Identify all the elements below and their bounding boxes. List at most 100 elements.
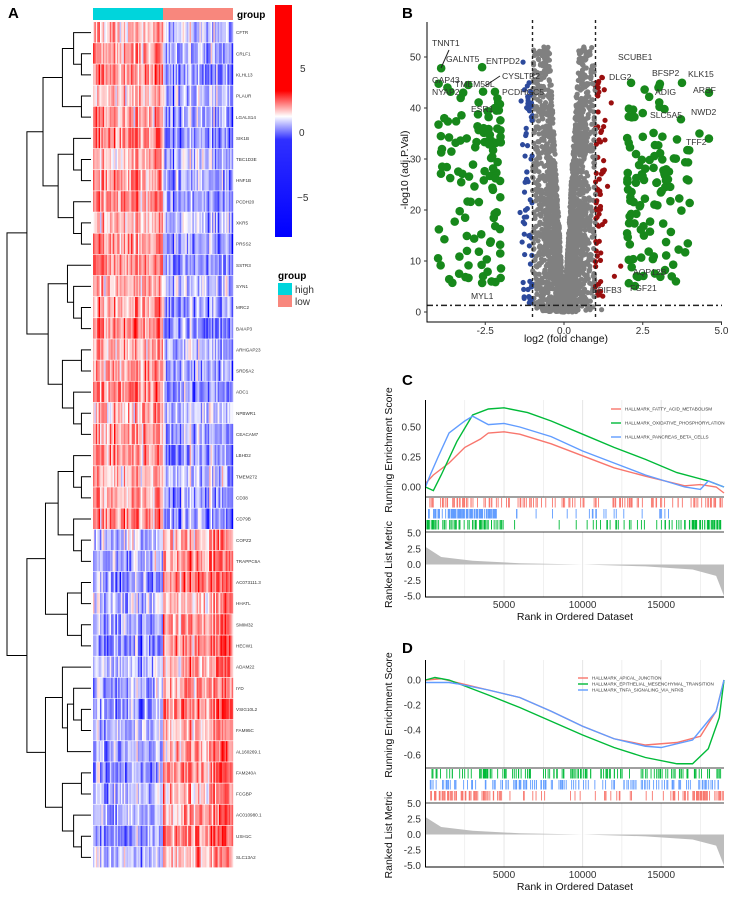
heatmap-cell [104, 466, 106, 487]
heatmap-cell [100, 593, 102, 614]
heatmap-cell [139, 296, 141, 318]
heatmap-cell [165, 677, 168, 699]
heatmap-cell [137, 360, 140, 381]
heatmap-cell [108, 191, 110, 212]
heatmap-cell [189, 148, 192, 170]
heatmap-cell [122, 339, 124, 360]
heatmap-cell [227, 804, 229, 826]
heatmap-cell [200, 783, 203, 804]
heatmap-cell [132, 635, 134, 656]
heatmap-cell [130, 275, 133, 297]
heatmap-cell [213, 22, 215, 43]
heatmap-cell [163, 698, 165, 720]
heatmap-cell [136, 191, 138, 212]
heatmap-cell [146, 233, 148, 255]
heatmap-cell [136, 318, 138, 339]
heatmap-cell [153, 402, 155, 424]
heatmap-cell [160, 466, 162, 487]
heatmap-cell [214, 43, 217, 64]
heatmap-cell [174, 254, 176, 276]
heatmap-cell [185, 698, 187, 720]
heatmap-cell [129, 212, 131, 233]
heatmap-cell [207, 635, 210, 656]
heatmap-cell [133, 254, 136, 276]
heatmap-cell [164, 381, 166, 403]
heatmap-cell [185, 402, 187, 424]
heatmap-cell [168, 571, 171, 593]
heatmap-cell [143, 423, 145, 445]
heatmap-cell [137, 106, 140, 128]
heatmap-cell [186, 170, 189, 191]
heatmap-cell [112, 318, 115, 339]
heatmap-cell [195, 233, 197, 255]
heatmap-cell [136, 571, 138, 593]
heatmap-cell [128, 381, 130, 403]
heatmap-cell [121, 339, 123, 360]
heatmap-cell [203, 677, 206, 699]
heatmap-cell [129, 148, 131, 170]
heatmap-cell [193, 360, 196, 381]
heatmap-cell [206, 762, 208, 783]
heatmap-cell [217, 402, 220, 424]
heatmap-cell [97, 698, 99, 720]
heatmap-cell [98, 593, 101, 614]
heatmap-cell [135, 212, 137, 233]
heatmap-cell [213, 783, 215, 804]
heatmap-cell [157, 466, 159, 487]
heatmap-cell [188, 296, 190, 318]
heatmap-cell [147, 719, 150, 741]
heatmap-cell [123, 571, 126, 593]
heatmap-cell [214, 170, 217, 191]
heatmap-cell [95, 783, 98, 804]
heatmap-cell [203, 445, 206, 466]
heatmap-cell [200, 254, 203, 276]
heatmap-cell [226, 423, 228, 445]
heatmap-cell [209, 846, 211, 868]
heatmap-cell [111, 318, 113, 339]
heatmap-cell [116, 741, 119, 762]
heatmap-cell [133, 106, 136, 128]
heatmap-cell [100, 381, 102, 403]
heatmap-cell [156, 529, 158, 551]
heatmap-cell [109, 170, 112, 191]
heatmap-cell [191, 804, 193, 826]
heatmap-cell [154, 254, 157, 276]
heatmap-cell [156, 783, 158, 804]
heatmap-cell [191, 783, 193, 804]
heatmap-cell [202, 254, 204, 276]
heatmap-cell [207, 296, 210, 318]
heatmap-cell [100, 339, 102, 360]
heatmap-cell [95, 339, 98, 360]
heatmap-cell [227, 402, 229, 424]
heatmap-cell [226, 275, 228, 297]
heatmap-cell [104, 783, 106, 804]
heatmap-cell [118, 804, 120, 826]
heatmap-cell [198, 64, 200, 85]
heatmap-cell [230, 614, 232, 635]
heatmap-cell [227, 508, 229, 529]
heatmap-cell [161, 571, 164, 593]
heatmap-cell [165, 466, 168, 487]
heatmap-cell [192, 825, 194, 847]
heatmap-cell [143, 593, 145, 614]
heatmap-cell [223, 783, 225, 804]
heatmap-cell [136, 825, 138, 847]
heatmap-cell [220, 381, 222, 403]
heatmap-cell [163, 381, 165, 403]
heatmap-cell [146, 614, 148, 635]
heatmap-cell [150, 212, 152, 233]
heatmap-cell [108, 296, 110, 318]
heatmap-cell [167, 233, 169, 255]
heatmap-cell [167, 804, 169, 826]
heatmap-cell [185, 212, 187, 233]
dendrogram-branch [80, 539, 91, 562]
heatmap-cell [199, 508, 201, 529]
heatmap-cell [158, 339, 161, 360]
heatmap-cell [118, 698, 120, 720]
heatmap-cell [182, 846, 185, 868]
heatmap-cell [161, 191, 164, 212]
heatmap-cell [174, 529, 176, 551]
heatmap-cell [128, 804, 130, 826]
heatmap-cell [213, 212, 215, 233]
heatmap-cell [172, 85, 175, 106]
